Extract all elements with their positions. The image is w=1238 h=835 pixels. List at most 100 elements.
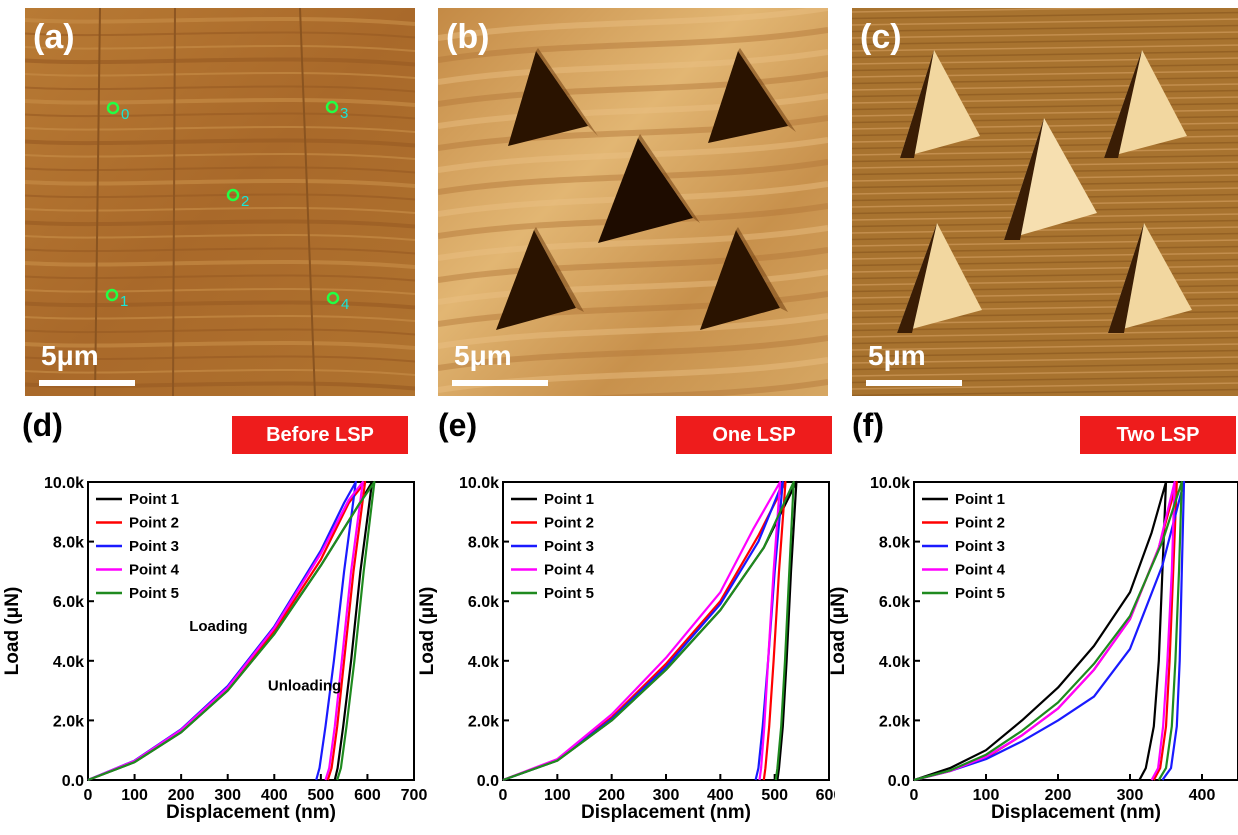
x-tick-label: 100 — [973, 787, 1000, 804]
series-line-point-4 — [913, 480, 1176, 782]
chart-letter-d: (d) — [22, 407, 63, 443]
x-tick-label: 600 — [816, 787, 835, 804]
series-line-point-1 — [913, 480, 1168, 782]
y-tick-label: 0.0 — [477, 773, 499, 790]
indent-point-3 — [325, 100, 339, 114]
x-tick-label: 0 — [84, 787, 93, 804]
x-tick-label: 200 — [168, 787, 195, 804]
legend-label: Point 1 — [129, 491, 179, 508]
afm-amplitude-texture — [852, 8, 1238, 396]
y-tick-label: 8.0k — [53, 535, 84, 552]
y-axis-label: Load (μN) — [417, 587, 438, 676]
y-tick-label: 10.0k — [870, 475, 910, 492]
panel-letter-a: (a) — [33, 18, 75, 56]
y-tick-label: 6.0k — [53, 594, 84, 611]
load-displacement-chart-e: 0.0 2.0k 4.0k 6.0k 8.0k 10.0k 0 100 200 300 400 500… — [417, 475, 835, 823]
legend-label: Point 3 — [544, 538, 594, 555]
x-tick-label: 700 — [401, 787, 428, 804]
x-tick-label: 200 — [1045, 787, 1072, 804]
indent-point-2 — [226, 188, 240, 202]
afm-indent-height-texture — [438, 8, 828, 396]
series-line-point-4 — [502, 480, 782, 782]
x-axis-label: Displacement (nm) — [581, 802, 751, 823]
chart-letter-e: (e) — [438, 407, 478, 443]
badge-one-lsp: One LSP — [676, 416, 832, 454]
x-tick-label: 500 — [761, 787, 788, 804]
badge-two-lsp: Two LSP — [1080, 416, 1236, 454]
x-tick-label: 300 — [1117, 787, 1144, 804]
afm-height-texture — [25, 8, 415, 396]
x-tick-label: 300 — [653, 787, 680, 804]
y-tick-label: 2.0k — [53, 713, 84, 730]
legend-label: Point 5 — [544, 585, 594, 602]
annotation-loading: Loading — [189, 618, 247, 635]
afm-image-b: (b) 5μm — [438, 8, 828, 396]
point-label-0: 0 — [121, 106, 130, 123]
legend-label: Point 2 — [955, 515, 1005, 532]
x-axis-label: Displacement (nm) — [166, 802, 336, 823]
legend-label: Point 4 — [955, 562, 1006, 579]
load-displacement-chart-f: 0.0 2.0k 4.0k 6.0k 8.0k 10.0k 0 100 200 300 400 Dis… — [829, 475, 1238, 823]
annotation-unloading: Unloading — [268, 678, 341, 695]
y-tick-label: 4.0k — [468, 654, 499, 671]
y-tick-label: 4.0k — [53, 654, 84, 671]
y-tick-label: 0.0 — [62, 773, 84, 790]
indent-point-0 — [106, 101, 120, 115]
legend-label: Point 1 — [955, 491, 1005, 508]
point-label-3: 3 — [340, 105, 349, 122]
scale-bar-c — [866, 380, 962, 386]
y-axis-label: Load (μN) — [829, 587, 849, 676]
legend-label: Point 3 — [955, 538, 1005, 555]
y-tick-label: 10.0k — [44, 475, 84, 492]
series-line-point-5 — [913, 480, 1183, 782]
scale-label-c: 5μm — [868, 340, 926, 371]
x-tick-label: 0 — [910, 787, 919, 804]
scale-label-b: 5μm — [454, 340, 512, 371]
y-tick-label: 2.0k — [879, 713, 910, 730]
x-tick-label: 300 — [214, 787, 241, 804]
legend-label: Point 4 — [129, 562, 180, 579]
y-tick-label: 6.0k — [468, 594, 499, 611]
legend-label: Point 1 — [544, 491, 594, 508]
x-tick-label: 500 — [308, 787, 335, 804]
x-tick-label: 400 — [261, 787, 288, 804]
y-axis-label: Load (μN) — [2, 587, 23, 676]
afm-image-a: 0 1 2 3 4 (a) 5μm — [25, 8, 415, 396]
x-tick-label: 0 — [499, 787, 508, 804]
y-tick-label: 10.0k — [459, 475, 499, 492]
y-tick-label: 0.0 — [888, 773, 910, 790]
chart-letter-f: (f) — [852, 407, 884, 443]
legend-label: Point 2 — [129, 515, 179, 532]
load-displacement-chart-d: 0.0 2.0k 4.0k 6.0k 8.0k 10.0k 0 100 200 300 400 500… — [2, 475, 428, 823]
series-line-point-5 — [502, 480, 795, 782]
y-tick-label: 2.0k — [468, 713, 499, 730]
plot-frame — [87, 481, 415, 781]
panel-letter-c: (c) — [860, 18, 902, 56]
x-tick-label: 400 — [1189, 787, 1216, 804]
y-tick-label: 8.0k — [468, 535, 499, 552]
panel-letter-b: (b) — [446, 18, 490, 56]
legend-label: Point 2 — [544, 515, 594, 532]
x-tick-label: 600 — [354, 787, 381, 804]
scale-bar-a — [39, 380, 135, 386]
y-tick-label: 4.0k — [879, 654, 910, 671]
series-line-point-3 — [913, 480, 1186, 782]
y-tick-label: 6.0k — [879, 594, 910, 611]
series-line-point-5 — [87, 480, 376, 782]
scale-label-a: 5μm — [41, 340, 99, 371]
legend-label: Point 3 — [129, 538, 179, 555]
legend-label: Point 5 — [129, 585, 179, 602]
afm-image-c: (c) 5μm — [852, 8, 1238, 396]
x-tick-label: 200 — [598, 787, 625, 804]
badge-before-lsp: Before LSP — [232, 416, 408, 454]
series-line-point-4 — [87, 480, 364, 782]
scale-bar-b — [452, 380, 548, 386]
legend-label: Point 5 — [955, 585, 1005, 602]
x-axis-label: Displacement (nm) — [991, 802, 1161, 823]
x-tick-label: 100 — [121, 787, 148, 804]
point-label-2: 2 — [241, 193, 250, 210]
point-label-1: 1 — [120, 293, 129, 310]
legend-label: Point 4 — [544, 562, 595, 579]
indent-point-1 — [105, 288, 119, 302]
point-label-4: 4 — [341, 296, 350, 313]
